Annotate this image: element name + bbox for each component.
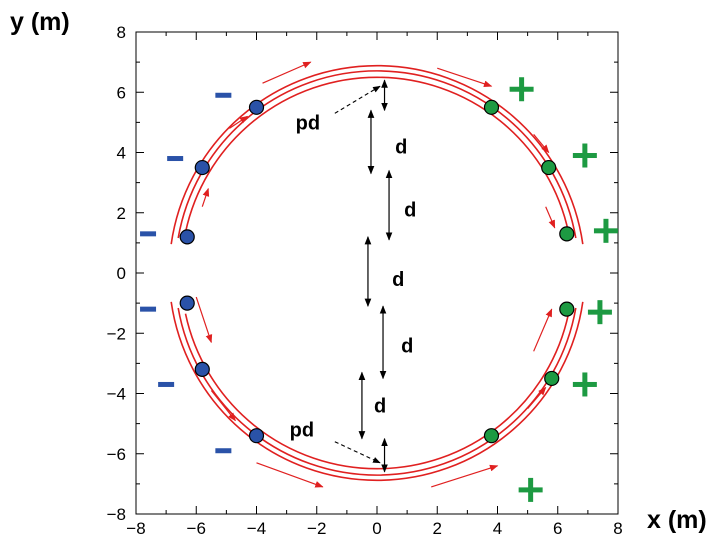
y-tick-label: 0: [117, 264, 126, 283]
y-tick-label: −4: [107, 385, 126, 404]
x-axis-label: x (m): [647, 506, 707, 534]
plus-sign-vertical: [582, 143, 588, 168]
x-tick-label: 8: [613, 519, 622, 538]
positive-electrode: [541, 159, 557, 176]
x-tick-label: 2: [433, 519, 442, 538]
red-rings: [170, 64, 584, 482]
y-tick-label: 2: [117, 204, 126, 223]
ring-lower: [177, 307, 577, 476]
electrode-dots: [179, 99, 575, 444]
negative-electrode: [194, 361, 210, 377]
minus-sign: [215, 92, 232, 98]
gap-label-d: d: [401, 335, 413, 357]
ring-upper: [184, 76, 570, 233]
plus-sign-vertical: [519, 77, 525, 102]
y-tick-label: 6: [117, 83, 126, 102]
x-tick-label: 4: [493, 519, 502, 538]
minus-sign: [167, 156, 184, 162]
x-tick-label: −2: [307, 519, 326, 538]
gap-arrows: [334, 79, 393, 473]
negative-electrode: [248, 99, 265, 115]
y-tick-label: −2: [107, 324, 126, 343]
flow-arrow: [195, 296, 213, 344]
pd-pointer-upper: [334, 85, 381, 114]
minus-sign: [140, 306, 157, 312]
flow-arrow: [262, 61, 312, 84]
y-tick-label: −6: [107, 445, 126, 464]
plus-sign-vertical: [582, 372, 588, 397]
positive-electrode: [559, 301, 575, 317]
flow-arrow: [545, 206, 556, 229]
axis-ticks: −8 −6 −4 −2 0 2 4 6 8 8 6 4 2 0 −2 −4 −6 −8: [107, 23, 623, 538]
ring-lower: [184, 313, 570, 470]
y-tick-label: 8: [117, 23, 126, 42]
minus-sign: [158, 381, 175, 387]
flow-arrow: [533, 134, 550, 154]
y-tick-label: 4: [117, 144, 126, 163]
plus-sign-vertical: [528, 477, 534, 502]
positive-electrode: [483, 428, 500, 444]
flow-arrow: [256, 462, 324, 488]
ring-upper: [177, 70, 577, 239]
positive-electrode: [544, 370, 560, 387]
ring-lower: [170, 301, 584, 482]
ring-upper: [170, 64, 584, 245]
flow-arrow: [431, 464, 499, 488]
flow-arrow: [229, 115, 249, 129]
gap-label-d: d: [395, 136, 407, 158]
flow-arrows: [195, 61, 556, 488]
gap-label-pd: pd: [296, 112, 320, 134]
plot-frame: [135, 31, 619, 515]
gap-label-pd: pd: [290, 420, 314, 442]
minus-sign: [215, 448, 232, 454]
x-tick-label: 6: [553, 519, 562, 538]
x-tick-label: −8: [126, 519, 145, 538]
gap-label-d: d: [404, 200, 416, 222]
plus-sign-vertical: [597, 300, 603, 325]
pd-pointer-lower: [334, 441, 381, 464]
negative-electrode: [194, 159, 210, 176]
positive-electrode: [559, 226, 575, 242]
negative-electrode: [179, 295, 195, 311]
gap-labels: d d d d d pd pd: [290, 112, 417, 441]
negative-electrode: [179, 229, 195, 245]
minus-sign: [140, 231, 157, 237]
flow-arrow: [527, 386, 547, 409]
negative-electrode: [248, 428, 265, 444]
flow-arrow: [437, 67, 493, 88]
gap-label-d: d: [392, 269, 404, 291]
x-tick-label: −6: [187, 519, 206, 538]
y-tick-label: −8: [107, 505, 126, 524]
flow-arrow: [210, 390, 236, 422]
x-tick-label: 0: [372, 519, 381, 538]
x-tick-label: −4: [247, 519, 266, 538]
flow-arrow: [201, 187, 210, 207]
y-axis-label: y (m): [10, 8, 70, 36]
gap-label-d: d: [374, 396, 386, 418]
polarity-signs: [140, 77, 618, 502]
positive-electrode: [483, 99, 500, 115]
flow-arrow: [533, 308, 553, 352]
plus-sign-vertical: [603, 218, 609, 243]
